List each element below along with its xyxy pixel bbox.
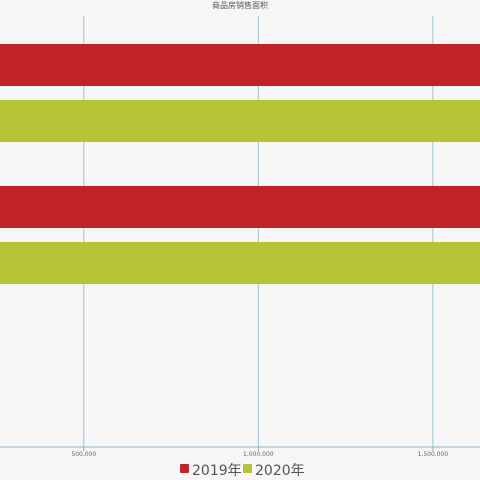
chart-title: 商品房销售面积 [212, 0, 268, 10]
bar-2020-category-0[interactable] [0, 100, 480, 142]
legend[interactable]: 2019年 2020年 [180, 463, 305, 479]
legend-item-2019[interactable]: 2019年 [180, 463, 242, 479]
bar-2019-category-1[interactable] [0, 186, 480, 228]
legend-swatch-2019 [180, 464, 189, 473]
x-tick-label-0: 500,000 [71, 451, 96, 458]
legend-label-2020: 2020年 [255, 463, 305, 479]
x-tick-label-2: 1,500,000 [418, 451, 449, 458]
gridlines [83, 16, 434, 447]
legend-label-2019: 2019年 [192, 463, 242, 479]
legend-swatch-2020 [243, 464, 252, 473]
bar-2019-category-0[interactable] [0, 44, 480, 86]
bars [0, 44, 480, 284]
x-tick-label-1: 1,000,000 [243, 451, 274, 458]
bar-2020-category-1[interactable] [0, 242, 480, 284]
x-axis-ticks: 500,000 1,000,000 1,500,000 [71, 447, 448, 458]
legend-item-2020[interactable]: 2020年 [243, 463, 305, 479]
